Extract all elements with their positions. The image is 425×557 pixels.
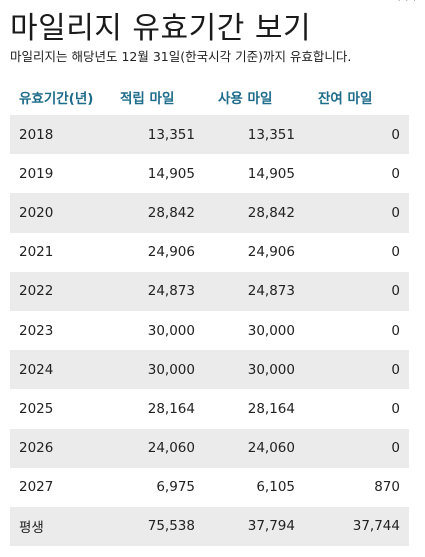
page-title: 마일리지 유효기간 보기: [10, 11, 312, 46]
table-header-row: 유효기간(년) 적립 마일 사용 마일 잔여 마일: [10, 78, 409, 115]
cell-year: 2025: [19, 400, 54, 417]
cell-earned: 24,873: [106, 271, 204, 311]
cell-year: 평생: [10, 506, 106, 547]
table-row: 2027 6,975 6,105 870: [10, 468, 409, 507]
cell-remaining: 0: [304, 271, 409, 311]
cell-year: 2026: [10, 428, 106, 468]
cell-year: 2022: [10, 271, 106, 311]
cell-used: 14,905: [247, 165, 295, 182]
cell-used: 30,000: [247, 322, 295, 339]
table-row: 2025 28,164 28,164 0: [10, 389, 409, 428]
table-row: 2022 24,873 24,873 0: [10, 271, 409, 311]
cell-earned: 24,906: [147, 244, 195, 261]
table-row: 2024 30,000 30,000 0: [10, 350, 409, 390]
table-header: 유효기간(년) 적립 마일 사용 마일 잔여 마일: [10, 78, 409, 115]
table-row: 2023 30,000 30,000 0: [10, 311, 409, 350]
cell-used: 24,060: [204, 428, 304, 468]
cell-used: 6,105: [256, 479, 295, 496]
table-body: 2018 13,351 13,351 0 2019 14,905 14,905 …: [10, 115, 409, 547]
column-header-used-miles: 사용 마일: [218, 90, 273, 107]
table-row: 2026 24,060 24,060 0: [10, 428, 409, 468]
cell-earned: 30,000: [106, 350, 204, 390]
cell-used: 37,794: [204, 506, 304, 547]
cell-year: 2019: [19, 165, 54, 182]
cell-remaining: 37,744: [304, 506, 409, 547]
table-row: 2021 24,906 24,906 0: [10, 233, 409, 272]
cell-used: 24,873: [204, 271, 304, 311]
table-row: 2019 14,905 14,905 0: [10, 154, 409, 193]
cell-year: 2020: [10, 193, 106, 233]
cell-earned: 75,538: [106, 506, 204, 547]
cell-remaining: 0: [304, 428, 409, 468]
cell-year: 2027: [19, 479, 54, 496]
cell-year: 2021: [19, 244, 54, 261]
cell-earned: 28,164: [147, 400, 195, 417]
mileage-validity-table-container: 유효기간(년) 적립 마일 사용 마일 잔여 마일 2018 13,351 13…: [10, 78, 409, 547]
column-header-validity-year: 유효기간(년): [19, 90, 94, 107]
cell-remaining: 870: [374, 479, 400, 496]
cell-remaining: 0: [391, 244, 400, 261]
cell-year: 2023: [19, 322, 54, 339]
cell-year: 2024: [10, 350, 106, 390]
cell-earned: 30,000: [147, 322, 195, 339]
cell-remaining: 0: [391, 400, 400, 417]
cell-used: 24,906: [247, 244, 295, 261]
cell-remaining: 0: [391, 165, 400, 182]
cell-remaining: 0: [304, 193, 409, 233]
page-subtitle: 마일리지는 해당년도 12월 31일(한국시각 기준)까지 유효합니다.: [10, 49, 352, 64]
cell-used: 30,000: [204, 350, 304, 390]
cell-year: 2018: [10, 115, 106, 155]
close-icon[interactable]: · · ·: [397, 0, 417, 6]
cell-remaining: 0: [391, 322, 400, 339]
table-row-lifetime: 평생 75,538 37,794 37,744: [10, 506, 409, 547]
cell-earned: 13,351: [106, 115, 204, 155]
cell-used: 28,164: [247, 400, 295, 417]
cell-earned: 14,905: [147, 165, 195, 182]
mileage-validity-table: 유효기간(년) 적립 마일 사용 마일 잔여 마일 2018 13,351 13…: [10, 78, 409, 547]
column-header-earned-miles: 적립 마일: [120, 90, 175, 107]
cell-used: 28,842: [204, 193, 304, 233]
cell-earned: 24,060: [106, 428, 204, 468]
column-header-remaining-miles: 잔여 마일: [318, 90, 373, 107]
cell-used: 13,351: [204, 115, 304, 155]
cell-earned: 6,975: [156, 479, 195, 496]
cell-earned: 28,842: [106, 193, 204, 233]
table-row: 2020 28,842 28,842 0: [10, 193, 409, 233]
cell-remaining: 0: [304, 350, 409, 390]
cell-remaining: 0: [304, 115, 409, 155]
table-row: 2018 13,351 13,351 0: [10, 115, 409, 155]
